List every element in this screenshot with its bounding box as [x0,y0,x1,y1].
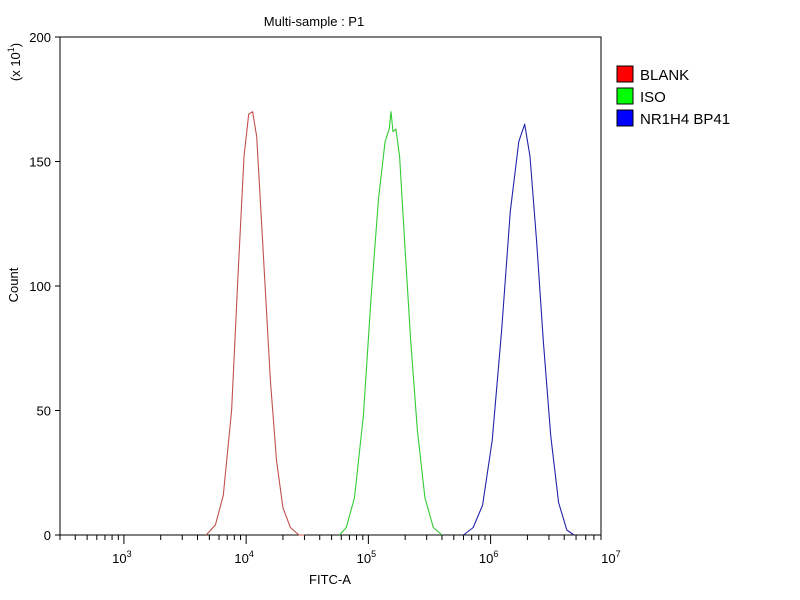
legend-label: ISO [640,89,666,106]
y-multiplier-prefix: (x 10 [8,52,23,81]
legend-label: NR1H4 BP41 [640,111,730,128]
series-line-nr1h4-bp41 [463,123,575,536]
x-tick-base: 10 [601,551,615,566]
series-line-blank [205,111,305,536]
x-tick-exponent: 3 [127,549,132,559]
x-axis-ticks: 103 104 105 106 107 [59,535,621,566]
series-line-iso [339,111,443,536]
legend-swatch [616,109,634,127]
x-tick-base: 10 [479,551,493,566]
legend: BLANK ISO NR1H4 BP41 [616,65,730,128]
y-tick-label: 200 [29,30,51,45]
y-axis-label: Count [6,267,21,302]
x-tick-label: 106 [479,549,498,566]
y-multiplier-close: ) [8,43,23,47]
x-tick-exponent: 5 [371,549,376,559]
x-tick-base: 10 [357,551,371,566]
legend-swatch [616,87,634,105]
x-tick-base: 10 [234,551,248,566]
legend-swatch [616,65,634,83]
y-tick-label: 100 [29,279,51,294]
x-tick-exponent: 7 [616,549,621,559]
series-layer [205,111,575,536]
plot-frame [59,36,602,536]
x-tick-base: 10 [112,551,126,566]
y-tick-label: 150 [29,155,51,170]
legend-label: BLANK [640,67,689,84]
y-tick-label: 0 [44,528,51,543]
y-axis-multiplier: (x 101) [6,43,23,81]
chart-title: Multi-sample : P1 [264,14,364,29]
x-axis-label: FITC-A [309,572,351,587]
x-tick-exponent: 6 [493,549,498,559]
y-tick-label: 50 [37,404,51,419]
x-tick-label: 107 [601,549,620,566]
x-tick-label: 105 [357,549,376,566]
x-tick-exponent: 4 [249,549,254,559]
y-axis-ticks: 0 50 100 150 200 [29,30,60,543]
x-tick-label: 103 [112,549,131,566]
svg-text:(x 101): (x 101) [6,43,23,81]
y-multiplier-exponent: 1 [6,47,16,52]
x-tick-label: 104 [234,549,253,566]
